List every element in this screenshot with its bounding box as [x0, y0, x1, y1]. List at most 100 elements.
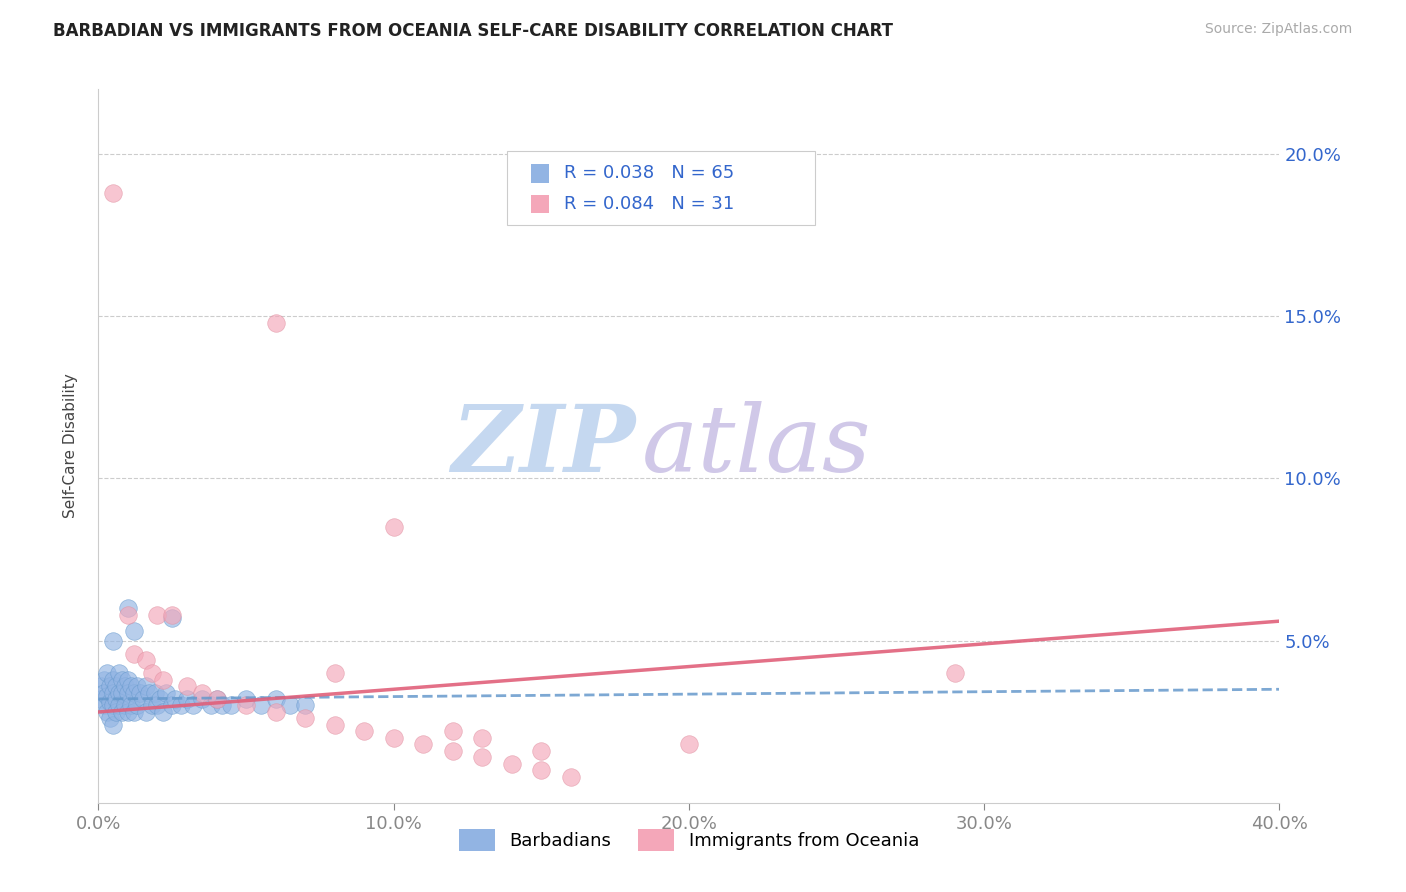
- Point: [152, 705, 174, 719]
- Point: [143, 685, 166, 699]
- Point: [114, 698, 136, 713]
- Point: [103, 685, 125, 699]
- Point: [146, 698, 169, 713]
- Point: [530, 764, 553, 778]
- Text: R = 0.038   N = 65: R = 0.038 N = 65: [564, 164, 734, 182]
- Point: [141, 666, 163, 681]
- Point: [90, 679, 112, 693]
- Point: [93, 685, 115, 699]
- Point: [117, 673, 139, 687]
- Point: [152, 673, 174, 687]
- Point: [117, 601, 139, 615]
- Point: [501, 756, 523, 771]
- Point: [382, 731, 405, 745]
- Point: [205, 692, 228, 706]
- Point: [117, 705, 139, 719]
- Point: [235, 692, 257, 706]
- Point: [294, 698, 316, 713]
- Point: [122, 624, 145, 638]
- Point: [162, 698, 183, 713]
- Point: [120, 679, 142, 693]
- Point: [111, 705, 134, 719]
- Point: [221, 698, 243, 713]
- Point: [96, 666, 118, 681]
- Text: R = 0.084   N = 31: R = 0.084 N = 31: [564, 195, 734, 213]
- Point: [141, 698, 163, 713]
- Point: [678, 738, 700, 752]
- Point: [122, 647, 145, 661]
- Point: [96, 689, 118, 703]
- Point: [280, 698, 302, 713]
- Point: [149, 692, 172, 706]
- Point: [103, 186, 125, 200]
- Point: [98, 695, 121, 709]
- Point: [117, 685, 139, 699]
- Point: [125, 698, 148, 713]
- Point: [103, 673, 125, 687]
- Point: [264, 705, 287, 719]
- Point: [120, 698, 142, 713]
- Point: [176, 692, 198, 706]
- Point: [105, 679, 128, 693]
- Point: [108, 666, 131, 681]
- Point: [560, 770, 582, 784]
- Point: [90, 692, 112, 706]
- Point: [382, 520, 405, 534]
- Point: [128, 685, 150, 699]
- Point: [181, 698, 204, 713]
- Point: [211, 698, 233, 713]
- Point: [108, 685, 131, 699]
- Point: [105, 705, 128, 719]
- Point: [323, 718, 346, 732]
- Text: Source: ZipAtlas.com: Source: ZipAtlas.com: [1205, 22, 1353, 37]
- Point: [471, 750, 494, 764]
- Point: [103, 718, 125, 732]
- Point: [191, 685, 214, 699]
- Point: [323, 666, 346, 681]
- Point: [162, 611, 183, 625]
- Point: [96, 705, 118, 719]
- Point: [250, 698, 273, 713]
- Point: [111, 685, 134, 699]
- Point: [111, 673, 134, 687]
- Point: [165, 692, 187, 706]
- Point: [98, 679, 121, 693]
- Point: [135, 679, 157, 693]
- Point: [117, 607, 139, 622]
- Point: [98, 711, 121, 725]
- Point: [138, 685, 160, 699]
- Point: [114, 679, 136, 693]
- Text: ZIP: ZIP: [451, 401, 636, 491]
- Point: [441, 744, 464, 758]
- Point: [122, 685, 145, 699]
- Point: [353, 724, 375, 739]
- Text: atlas: atlas: [641, 401, 872, 491]
- Point: [162, 607, 183, 622]
- Point: [441, 724, 464, 739]
- Point: [176, 679, 198, 693]
- Point: [105, 692, 128, 706]
- Legend: Barbadians, Immigrants from Oceania: Barbadians, Immigrants from Oceania: [451, 822, 927, 858]
- Point: [943, 666, 966, 681]
- Point: [93, 673, 115, 687]
- Point: [412, 738, 434, 752]
- Point: [135, 705, 157, 719]
- Point: [125, 679, 148, 693]
- Point: [235, 698, 257, 713]
- Point: [264, 692, 287, 706]
- Point: [146, 607, 169, 622]
- Point: [294, 711, 316, 725]
- Y-axis label: Self-Care Disability: Self-Care Disability: [63, 374, 77, 518]
- Point: [200, 698, 222, 713]
- Point: [132, 692, 155, 706]
- Point: [108, 698, 131, 713]
- Point: [103, 698, 125, 713]
- Point: [205, 692, 228, 706]
- Point: [471, 731, 494, 745]
- Point: [135, 653, 157, 667]
- Point: [122, 705, 145, 719]
- Point: [170, 698, 193, 713]
- Text: BARBADIAN VS IMMIGRANTS FROM OCEANIA SELF-CARE DISABILITY CORRELATION CHART: BARBADIAN VS IMMIGRANTS FROM OCEANIA SEL…: [53, 22, 893, 40]
- Point: [93, 698, 115, 713]
- Point: [530, 744, 553, 758]
